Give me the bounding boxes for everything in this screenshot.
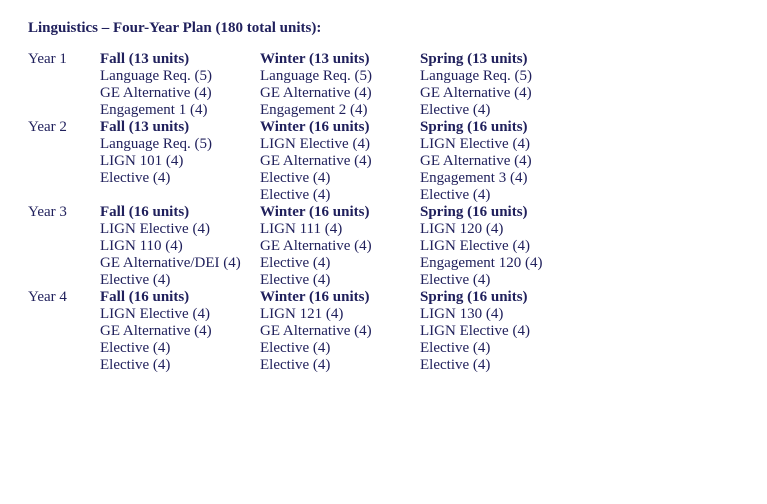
term-column: Spring (16 units)LIGN 120 (4)LIGN Electi… — [420, 204, 580, 289]
course-item: GE Alternative (4) — [100, 323, 260, 340]
course-item: Elective (4) — [420, 272, 580, 289]
course-item: Elective (4) — [420, 187, 580, 204]
year-label: Year 1 — [28, 51, 100, 119]
course-item: Elective (4) — [100, 340, 260, 357]
course-item: LIGN 120 (4) — [420, 221, 580, 238]
term-column: Spring (16 units)LIGN Elective (4)GE Alt… — [420, 119, 580, 204]
course-item: Elective (4) — [420, 340, 580, 357]
year-heading-row: Year 3Fall (16 units)LIGN Elective (4)LI… — [28, 204, 739, 289]
course-item: LIGN 101 (4) — [100, 153, 260, 170]
course-item: GE Alternative (4) — [260, 85, 420, 102]
year-heading-row: Year 4Fall (16 units)LIGN Elective (4)GE… — [28, 289, 739, 374]
term-column: Spring (13 units)Language Req. (5)GE Alt… — [420, 51, 580, 119]
year-label: Year 2 — [28, 119, 100, 204]
term-heading: Winter (13 units) — [260, 51, 420, 68]
course-item: Elective (4) — [260, 340, 420, 357]
course-item: LIGN 111 (4) — [260, 221, 420, 238]
course-item: Elective (4) — [260, 170, 420, 187]
term-column: Winter (16 units)LIGN Elective (4)GE Alt… — [260, 119, 420, 204]
term-column: Fall (16 units)LIGN Elective (4)GE Alter… — [100, 289, 260, 374]
term-column: Winter (16 units)LIGN 111 (4)GE Alternat… — [260, 204, 420, 289]
course-list: Language Req. (5)GE Alternative (4)Engag… — [100, 68, 260, 119]
course-item: Elective (4) — [100, 170, 260, 187]
course-item: Elective (4) — [100, 272, 260, 289]
course-item: Engagement 1 (4) — [100, 102, 260, 119]
page-title: Linguistics – Four-Year Plan (180 total … — [28, 20, 739, 37]
course-item: LIGN Elective (4) — [100, 306, 260, 323]
course-item: Language Req. (5) — [100, 136, 260, 153]
course-item: GE Alternative (4) — [420, 85, 580, 102]
course-list: Language Req. (5)GE Alternative (4)Engag… — [260, 68, 420, 119]
term-column: Fall (13 units)Language Req. (5)LIGN 101… — [100, 119, 260, 204]
term-column: Fall (16 units)LIGN Elective (4)LIGN 110… — [100, 204, 260, 289]
term-heading: Spring (16 units) — [420, 204, 580, 221]
course-item: GE Alternative/DEI (4) — [100, 255, 260, 272]
course-list: LIGN Elective (4)GE Alternative (4)Elect… — [260, 136, 420, 204]
term-heading: Fall (16 units) — [100, 289, 260, 306]
term-column: Fall (13 units)Language Req. (5)GE Alter… — [100, 51, 260, 119]
course-item: GE Alternative (4) — [420, 153, 580, 170]
course-item: Elective (4) — [100, 357, 260, 374]
course-item: Engagement 2 (4) — [260, 102, 420, 119]
course-list: Language Req. (5)LIGN 101 (4)Elective (4… — [100, 136, 260, 204]
course-list: LIGN 111 (4)GE Alternative (4)Elective (… — [260, 221, 420, 289]
plan-grid: Year 1Fall (13 units)Language Req. (5)GE… — [28, 51, 739, 374]
course-list: LIGN 121 (4)GE Alternative (4)Elective (… — [260, 306, 420, 374]
course-item: LIGN Elective (4) — [420, 238, 580, 255]
term-heading: Spring (13 units) — [420, 51, 580, 68]
term-heading: Spring (16 units) — [420, 289, 580, 306]
course-item: Elective (4) — [420, 102, 580, 119]
term-heading: Fall (13 units) — [100, 119, 260, 136]
course-list: LIGN 130 (4)LIGN Elective (4)Elective (4… — [420, 306, 580, 374]
term-heading: Winter (16 units) — [260, 289, 420, 306]
year-heading-row: Year 2Fall (13 units)Language Req. (5)LI… — [28, 119, 739, 204]
course-item: LIGN Elective (4) — [420, 136, 580, 153]
course-item: Language Req. (5) — [260, 68, 420, 85]
course-item: LIGN Elective (4) — [420, 323, 580, 340]
course-item: Elective (4) — [420, 357, 580, 374]
course-item: GE Alternative (4) — [100, 85, 260, 102]
course-list: LIGN Elective (4)GE Alternative (4)Elect… — [100, 306, 260, 374]
course-item: GE Alternative (4) — [260, 323, 420, 340]
year-label: Year 3 — [28, 204, 100, 289]
year-heading-row: Year 1Fall (13 units)Language Req. (5)GE… — [28, 51, 739, 119]
course-item: Language Req. (5) — [420, 68, 580, 85]
course-item: GE Alternative (4) — [260, 153, 420, 170]
term-heading: Fall (13 units) — [100, 51, 260, 68]
course-item: Elective (4) — [260, 272, 420, 289]
course-item: Elective (4) — [260, 357, 420, 374]
course-list: LIGN 120 (4)LIGN Elective (4)Engagement … — [420, 221, 580, 289]
course-item: Engagement 120 (4) — [420, 255, 580, 272]
course-item: GE Alternative (4) — [260, 238, 420, 255]
course-item: LIGN Elective (4) — [100, 221, 260, 238]
term-column: Spring (16 units)LIGN 130 (4)LIGN Electi… — [420, 289, 580, 374]
term-column: Winter (13 units)Language Req. (5)GE Alt… — [260, 51, 420, 119]
course-list: LIGN Elective (4)GE Alternative (4)Engag… — [420, 136, 580, 204]
course-item: LIGN Elective (4) — [260, 136, 420, 153]
course-item: Language Req. (5) — [100, 68, 260, 85]
term-heading: Spring (16 units) — [420, 119, 580, 136]
course-item: LIGN 130 (4) — [420, 306, 580, 323]
term-heading: Winter (16 units) — [260, 119, 420, 136]
course-list: Language Req. (5)GE Alternative (4)Elect… — [420, 68, 580, 119]
term-column: Winter (16 units)LIGN 121 (4)GE Alternat… — [260, 289, 420, 374]
course-item — [100, 187, 260, 204]
year-label: Year 4 — [28, 289, 100, 374]
course-list: LIGN Elective (4)LIGN 110 (4)GE Alternat… — [100, 221, 260, 289]
term-heading: Fall (16 units) — [100, 204, 260, 221]
course-item: Elective (4) — [260, 255, 420, 272]
course-item: Engagement 3 (4) — [420, 170, 580, 187]
term-heading: Winter (16 units) — [260, 204, 420, 221]
course-item: LIGN 121 (4) — [260, 306, 420, 323]
course-item: LIGN 110 (4) — [100, 238, 260, 255]
course-item: Elective (4) — [260, 187, 420, 204]
